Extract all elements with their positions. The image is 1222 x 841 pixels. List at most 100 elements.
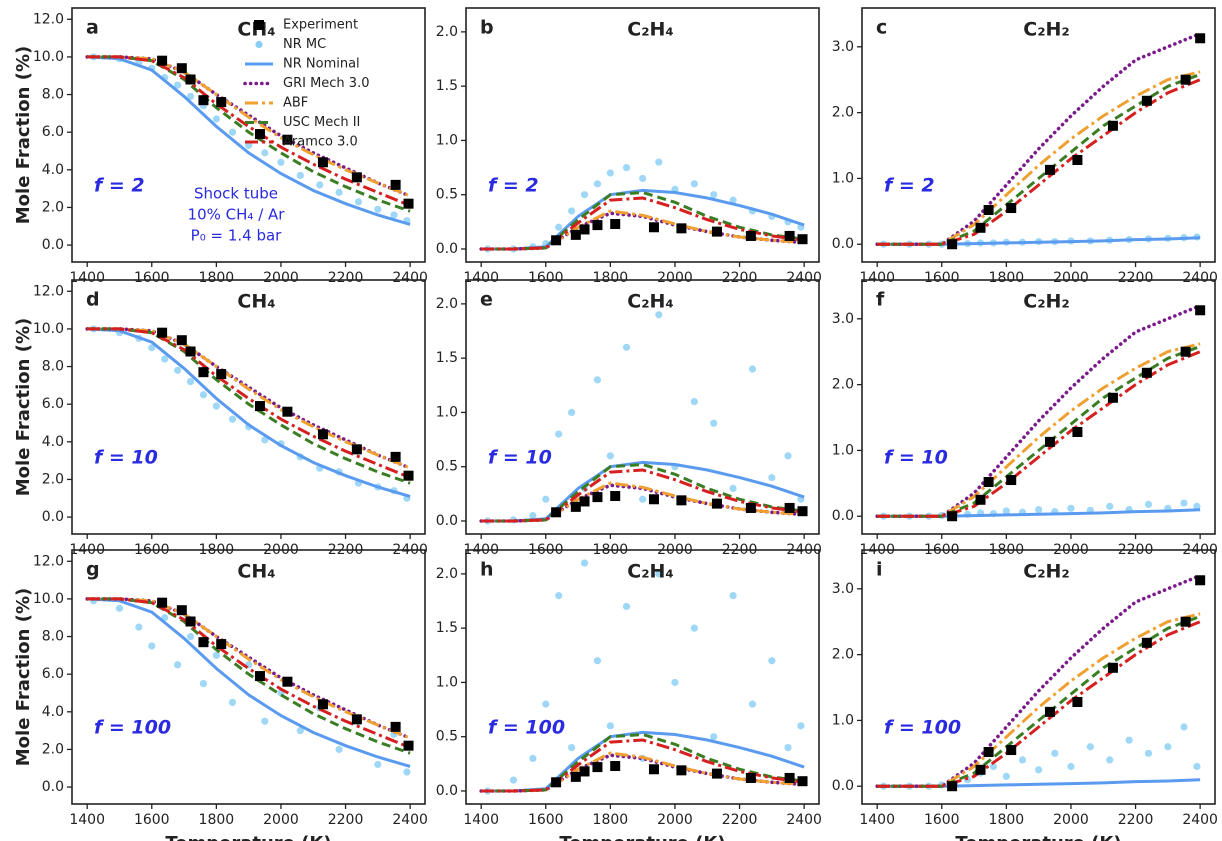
x-tick-label: 1400 xyxy=(859,270,895,286)
panel-label: b xyxy=(480,17,494,39)
mc-point xyxy=(245,141,253,149)
experiment-point xyxy=(185,346,196,357)
mc-point xyxy=(729,484,737,493)
mc-point xyxy=(655,570,663,578)
experiment-point xyxy=(185,616,196,627)
x-tick-label: 2400 xyxy=(786,270,822,286)
x-tick-label: 1400 xyxy=(859,812,895,828)
experiment-point xyxy=(282,676,293,687)
mc-point xyxy=(729,591,737,600)
plot-area xyxy=(875,31,1206,250)
experiment-point xyxy=(1044,164,1055,175)
mc-point xyxy=(335,188,343,196)
mc-point xyxy=(316,181,324,189)
panel-label: e xyxy=(480,289,493,311)
mc-point xyxy=(710,419,718,427)
experiment-point xyxy=(1006,203,1017,214)
experiment-point xyxy=(579,496,590,507)
f-annotation: f = 10 xyxy=(884,447,948,469)
y-tick-label: 12.0 xyxy=(33,283,64,299)
x-tick-label: 2200 xyxy=(722,812,758,828)
y-tick-label: 1.0 xyxy=(436,404,458,420)
y-tick-label: 1.0 xyxy=(832,442,854,458)
experiment-point xyxy=(1107,120,1118,131)
experiment-point xyxy=(610,219,621,230)
y-tick-label: 2.0 xyxy=(832,105,854,121)
mc-point xyxy=(1086,743,1094,751)
experiment-point xyxy=(975,222,986,233)
mc-point xyxy=(1051,749,1059,757)
panel-frame xyxy=(861,279,1216,535)
experiment-point xyxy=(254,129,265,140)
x-tick-label: 2400 xyxy=(1182,270,1218,286)
f-annotation: f = 100 xyxy=(884,717,961,739)
mc-point xyxy=(199,391,208,399)
y-tick-label: 1.0 xyxy=(832,712,854,728)
plot-area xyxy=(875,303,1206,522)
mc-point xyxy=(1125,736,1133,744)
mc-point xyxy=(622,343,631,351)
mc-point xyxy=(174,661,182,669)
experiment-point xyxy=(592,762,603,773)
model-line xyxy=(87,597,411,768)
panel-frame xyxy=(71,279,426,535)
mc-point xyxy=(228,415,237,423)
condition-note: P₀ = 1.4 bar xyxy=(191,227,282,245)
y-tick-label: 3.0 xyxy=(832,581,854,597)
mc-point xyxy=(374,205,382,213)
plot-area xyxy=(85,325,414,502)
x-tick-label: 2000 xyxy=(657,270,693,286)
experiment-point xyxy=(551,507,562,518)
plot-area xyxy=(479,559,808,795)
plot-area xyxy=(875,573,1206,792)
y-tick-label: 2.0 xyxy=(42,471,64,487)
x-tick-label: 1800 xyxy=(989,270,1025,286)
experiment-point xyxy=(676,765,687,776)
experiment-point xyxy=(983,747,994,758)
experiment-point xyxy=(1006,475,1017,486)
experiment-point xyxy=(254,671,265,682)
experiment-point xyxy=(216,639,227,650)
panel-frame xyxy=(465,7,820,263)
experiment-point xyxy=(676,495,687,506)
legend-marker xyxy=(255,40,263,49)
experiment-point xyxy=(648,222,659,233)
experiment-point xyxy=(551,777,562,788)
legend-label: ABF xyxy=(283,96,308,111)
experiment-point xyxy=(317,699,328,710)
mc-point xyxy=(296,727,304,735)
x-tick-label: 2000 xyxy=(263,270,299,286)
legend-label: GRI Mech 3.0 xyxy=(283,76,369,91)
panel-title: C₂H₄ xyxy=(627,291,674,313)
legend-label: Aramco 3.0 xyxy=(283,135,358,150)
mc-point xyxy=(261,149,269,157)
y-tick-label: 4.0 xyxy=(42,434,64,450)
experiment-point xyxy=(592,492,603,503)
mc-point xyxy=(135,623,143,631)
legend-label: NR Nominal xyxy=(283,57,360,72)
y-tick-label: 1.0 xyxy=(436,674,458,690)
mc-point xyxy=(1106,756,1114,764)
y-tick-label: 1.5 xyxy=(436,78,458,94)
y-tick-label: 1.5 xyxy=(436,350,458,366)
experiment-point xyxy=(676,223,687,234)
experiment-point xyxy=(198,367,209,378)
x-tick-label: 2200 xyxy=(722,270,758,286)
mc-point xyxy=(606,722,614,730)
x-tick-label: 1400 xyxy=(69,270,105,286)
mc-point xyxy=(1180,499,1188,507)
panel-title: C₂H₄ xyxy=(627,561,674,583)
panel-frame xyxy=(465,279,820,535)
mc-point xyxy=(542,700,550,708)
mc-point xyxy=(1035,506,1043,514)
y-tick-label: 12.0 xyxy=(33,553,64,569)
panel: 1400 1600 1800 2000 2200 2400 0.0 0.5 1.0 1.5 2.0 h… xyxy=(436,549,822,841)
panel-label: c xyxy=(876,17,887,39)
y-tick-label: 4.0 xyxy=(42,704,64,720)
experiment-point xyxy=(1044,436,1055,447)
x-tick-label: 1800 xyxy=(593,270,629,286)
y-tick-label: 1.5 xyxy=(436,620,458,636)
y-tick-label: 10.0 xyxy=(33,591,64,607)
y-tick-label: 0.0 xyxy=(832,778,854,794)
